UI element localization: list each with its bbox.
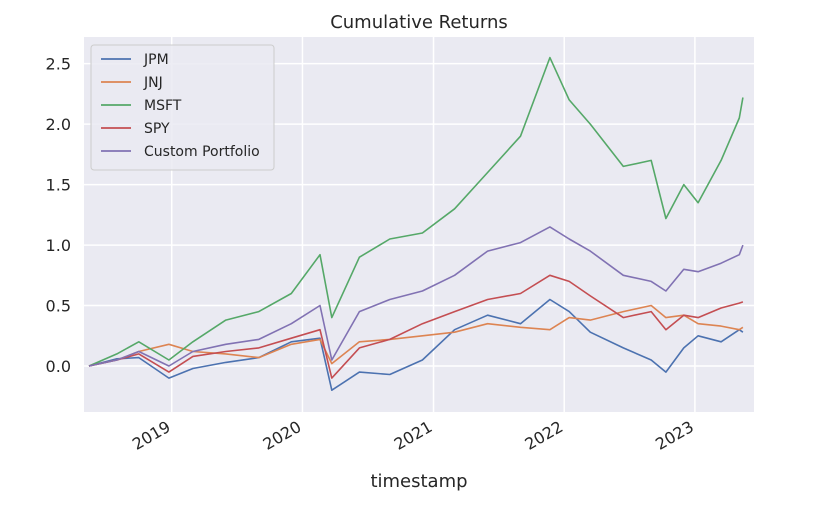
x-tick-label: 2019 — [129, 417, 174, 454]
legend-label-jpm: JPM — [143, 52, 169, 68]
y-tick-label: 0.5 — [46, 297, 71, 316]
series-line-custom-portfolio — [88, 226, 744, 367]
series-line-spy — [88, 274, 744, 379]
x-tick-label: 2022 — [521, 417, 566, 454]
y-tick-label: 1.5 — [46, 176, 71, 195]
x-tick-label: 2023 — [652, 417, 697, 454]
x-tick-label: 2021 — [391, 417, 436, 454]
y-tick-label: 2.0 — [46, 115, 71, 134]
x-tick-label: 2020 — [260, 417, 305, 454]
series-line-msft — [88, 56, 744, 367]
legend-label-msft: MSFT — [144, 98, 182, 114]
series-lines — [88, 56, 744, 392]
x-axis-label: timestamp — [370, 471, 467, 492]
legend-box — [90, 44, 275, 171]
y-tick-label: 2.5 — [46, 55, 71, 74]
series-line-jpm — [88, 298, 744, 392]
chart-title: Cumulative Returns — [330, 12, 508, 33]
legend: JPM JNJ MSFT SPY Custom Portfolio — [90, 44, 275, 171]
legend-label-jnj: JNJ — [143, 75, 163, 91]
legend-label-spy: SPY — [144, 121, 170, 137]
series-line-jnj — [88, 304, 744, 367]
legend-label-custom-portfolio: Custom Portfolio — [144, 144, 260, 160]
y-tick-label: 0.0 — [46, 357, 71, 376]
y-tick-label: 1.0 — [46, 236, 71, 255]
